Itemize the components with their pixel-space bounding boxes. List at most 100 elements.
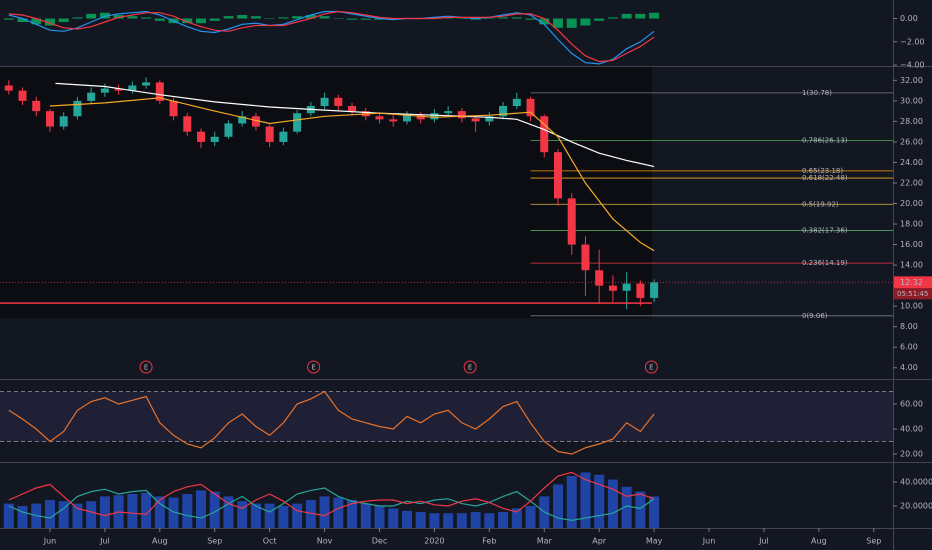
y-tick-label: 26.00 bbox=[900, 137, 923, 146]
fib-label: 0.382(17.36) bbox=[802, 227, 848, 235]
event-label: E bbox=[311, 364, 315, 372]
bar bbox=[552, 18, 563, 28]
bar bbox=[223, 496, 234, 528]
bar bbox=[72, 503, 83, 528]
candle-body bbox=[320, 97, 329, 107]
y-tick-label: 30.00 bbox=[900, 96, 923, 105]
event-label: E bbox=[144, 364, 148, 372]
line bbox=[8, 390, 655, 455]
y-tick-label: 8.00 bbox=[900, 322, 918, 331]
bar bbox=[635, 491, 646, 528]
bar bbox=[72, 17, 83, 19]
candle-body bbox=[183, 116, 192, 132]
candle-body bbox=[128, 85, 137, 91]
bar bbox=[594, 18, 605, 21]
bar bbox=[223, 16, 234, 19]
bar bbox=[278, 17, 289, 19]
bar bbox=[319, 496, 330, 528]
bar bbox=[209, 491, 220, 528]
bar bbox=[113, 15, 124, 19]
bar bbox=[292, 503, 303, 528]
candle-body bbox=[416, 115, 425, 120]
candle-body bbox=[142, 82, 151, 86]
event-marker bbox=[644, 360, 658, 374]
bar bbox=[498, 512, 509, 528]
bar bbox=[347, 18, 358, 20]
bar bbox=[525, 506, 536, 528]
bar bbox=[470, 18, 481, 20]
bar bbox=[333, 18, 344, 20]
x-tick-label: Jul bbox=[99, 537, 110, 546]
fib-label: 0.618(22.48) bbox=[802, 174, 848, 182]
y-tick-label: 4.00 bbox=[900, 363, 918, 372]
bar bbox=[3, 18, 14, 20]
bar bbox=[250, 16, 261, 19]
bar bbox=[44, 18, 55, 26]
candle-body bbox=[636, 283, 645, 298]
candle-body bbox=[334, 97, 343, 107]
line bbox=[49, 97, 655, 252]
countdown: 05:51:45 bbox=[897, 290, 928, 298]
y-tick-label: −2.00 bbox=[900, 37, 925, 46]
line bbox=[8, 487, 655, 522]
x-tick-label: Aug bbox=[811, 537, 827, 546]
candle-body bbox=[279, 131, 288, 142]
x-tick-label: Mar bbox=[537, 537, 553, 546]
x-tick-label: Aug bbox=[152, 537, 168, 546]
bar bbox=[292, 16, 303, 19]
fib-label: 0.5(19.92) bbox=[802, 200, 839, 208]
candle-body bbox=[581, 244, 590, 271]
bar bbox=[388, 508, 399, 528]
profile-area bbox=[0, 67, 652, 318]
bar bbox=[31, 18, 42, 25]
candle-body bbox=[402, 115, 411, 122]
bar bbox=[498, 17, 509, 19]
candle-body bbox=[59, 116, 68, 127]
y-tick-label: 16.00 bbox=[900, 240, 923, 249]
bar bbox=[360, 503, 371, 528]
candle-body bbox=[608, 285, 617, 291]
bar bbox=[347, 500, 358, 528]
fib-label: 1(30.78) bbox=[802, 89, 832, 97]
bar bbox=[511, 508, 522, 528]
fib-label: 0.786(26.13) bbox=[802, 137, 848, 145]
bar bbox=[168, 497, 179, 528]
candle-body bbox=[540, 116, 549, 153]
event-label: E bbox=[649, 364, 653, 372]
bar bbox=[401, 510, 412, 528]
event-label: E bbox=[468, 364, 472, 372]
bar bbox=[374, 506, 385, 528]
candle-body bbox=[430, 113, 439, 120]
y-tick-label: 32.00 bbox=[900, 76, 923, 85]
bar bbox=[278, 506, 289, 528]
candle-body bbox=[73, 100, 82, 117]
bar bbox=[511, 17, 522, 19]
bar bbox=[264, 18, 275, 20]
bar bbox=[17, 18, 28, 23]
bar bbox=[333, 497, 344, 528]
bar bbox=[17, 506, 28, 528]
event-marker bbox=[139, 360, 153, 374]
bar bbox=[58, 501, 69, 528]
candle-body bbox=[650, 282, 659, 298]
y-tick-label: 18.00 bbox=[900, 220, 923, 229]
bar bbox=[360, 18, 371, 20]
bar bbox=[44, 500, 55, 528]
candle-body bbox=[210, 136, 219, 142]
bar bbox=[374, 18, 385, 20]
bar bbox=[319, 16, 330, 19]
candle-body bbox=[348, 106, 357, 112]
y-tick-label: 6.00 bbox=[900, 343, 918, 352]
last-price-tag bbox=[894, 276, 932, 289]
bar bbox=[580, 472, 591, 528]
last-price-label: 12.32 bbox=[900, 278, 923, 287]
y-tick-label: 22.00 bbox=[900, 178, 923, 187]
candle-body bbox=[499, 106, 508, 117]
x-tick-label: Jun bbox=[43, 537, 57, 546]
x-tick-label: Sep bbox=[866, 537, 881, 546]
bar bbox=[237, 15, 248, 19]
event-marker bbox=[307, 360, 321, 374]
bar bbox=[649, 12, 660, 19]
candle-body bbox=[4, 85, 13, 91]
y-tick-label: 20.0000 bbox=[900, 502, 932, 511]
